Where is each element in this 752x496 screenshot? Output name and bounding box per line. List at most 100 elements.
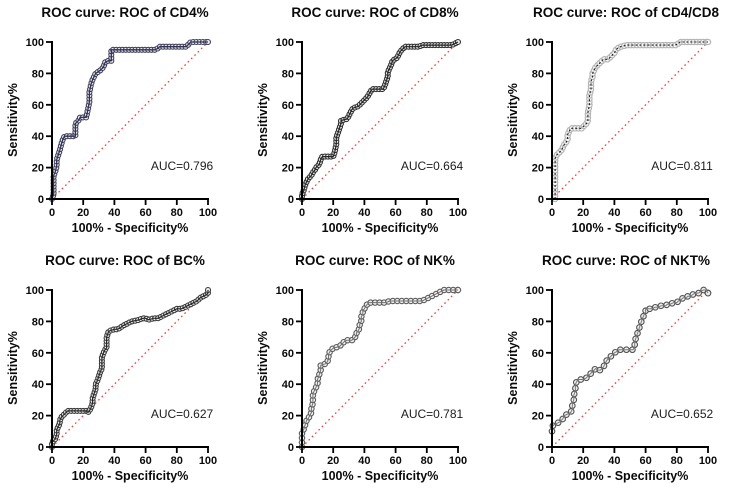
svg-text:0: 0 bbox=[549, 455, 555, 467]
svg-text:0: 0 bbox=[288, 194, 294, 206]
svg-text:60: 60 bbox=[32, 100, 44, 112]
chart-title: ROC curve: ROC of CD8% bbox=[291, 5, 459, 20]
svg-text:0: 0 bbox=[38, 194, 44, 206]
svg-text:20: 20 bbox=[32, 411, 44, 423]
x-axis-label: 100% - Specificity% bbox=[71, 221, 189, 235]
roc-panel-cd4-percent: ROC curve: ROC of CD4% Sensitivity% 0 20 4… bbox=[0, 0, 250, 248]
svg-text:80: 80 bbox=[532, 316, 544, 328]
svg-text:40: 40 bbox=[532, 379, 544, 391]
svg-text:80: 80 bbox=[32, 316, 44, 328]
svg-text:40: 40 bbox=[532, 131, 544, 143]
svg-text:60: 60 bbox=[32, 348, 44, 360]
auc-annotation: AUC=0.664 bbox=[400, 159, 464, 173]
svg-text:80: 80 bbox=[421, 207, 433, 219]
svg-text:100: 100 bbox=[276, 285, 294, 297]
roc-panel-cd8-percent: ROC curve: ROC of CD8% Sensitivity% 0 20 4… bbox=[250, 0, 500, 248]
auc-annotation: AUC=0.796 bbox=[150, 159, 214, 173]
svg-text:80: 80 bbox=[671, 207, 683, 219]
svg-text:80: 80 bbox=[421, 455, 433, 467]
svg-text:100: 100 bbox=[199, 455, 217, 467]
svg-text:40: 40 bbox=[608, 455, 620, 467]
auc-annotation: AUC=0.781 bbox=[400, 407, 464, 421]
svg-text:40: 40 bbox=[108, 207, 120, 219]
svg-text:0: 0 bbox=[49, 455, 55, 467]
svg-text:40: 40 bbox=[608, 207, 620, 219]
roc-plot-canvas: 0 20 40 60 80 100 0 20 40 60 80 100 bbox=[526, 285, 718, 467]
auc-annotation: AUC=0.627 bbox=[150, 407, 214, 421]
chart-title: ROC curve: ROC of NK% bbox=[295, 253, 455, 268]
svg-text:20: 20 bbox=[327, 455, 339, 467]
svg-text:80: 80 bbox=[671, 455, 683, 467]
svg-text:80: 80 bbox=[532, 68, 544, 80]
x-axis-label: 100% - Specificity% bbox=[321, 469, 439, 483]
svg-text:100: 100 bbox=[699, 207, 717, 219]
svg-text:60: 60 bbox=[639, 455, 651, 467]
x-axis-label: 100% - Specificity% bbox=[321, 221, 439, 235]
svg-text:40: 40 bbox=[358, 455, 370, 467]
svg-text:80: 80 bbox=[171, 455, 183, 467]
svg-text:40: 40 bbox=[32, 379, 44, 391]
auc-annotation: AUC=0.652 bbox=[650, 407, 714, 421]
svg-text:40: 40 bbox=[282, 379, 294, 391]
svg-text:60: 60 bbox=[532, 348, 544, 360]
svg-text:80: 80 bbox=[171, 207, 183, 219]
chart-title: ROC curve: ROC of CD4/CD8 bbox=[532, 5, 720, 20]
svg-text:0: 0 bbox=[49, 207, 55, 219]
svg-text:60: 60 bbox=[389, 455, 401, 467]
svg-text:0: 0 bbox=[538, 194, 544, 206]
svg-text:0: 0 bbox=[299, 207, 305, 219]
roc-panel-cd4-cd8-ratio: ROC curve: ROC of CD4/CD8 Sensitivity% 0… bbox=[500, 0, 752, 248]
roc-plot-canvas: 0 20 40 60 80 100 0 20 40 60 80 100 bbox=[526, 37, 718, 219]
svg-text:40: 40 bbox=[108, 455, 120, 467]
svg-text:20: 20 bbox=[532, 163, 544, 175]
svg-text:20: 20 bbox=[77, 455, 89, 467]
svg-text:100: 100 bbox=[199, 207, 217, 219]
svg-text:100: 100 bbox=[449, 455, 467, 467]
svg-text:40: 40 bbox=[358, 207, 370, 219]
svg-text:20: 20 bbox=[282, 411, 294, 423]
svg-text:60: 60 bbox=[389, 207, 401, 219]
roc-plot-canvas: 0 20 40 60 80 100 0 20 40 60 80 100 bbox=[26, 37, 218, 219]
svg-text:60: 60 bbox=[139, 207, 151, 219]
svg-text:100: 100 bbox=[26, 37, 44, 49]
svg-text:100: 100 bbox=[526, 285, 544, 297]
svg-text:40: 40 bbox=[32, 131, 44, 143]
x-axis-label: 100% - Specificity% bbox=[571, 469, 689, 483]
svg-text:20: 20 bbox=[77, 207, 89, 219]
roc-plot-canvas: 0 20 40 60 80 100 0 20 40 60 80 100 bbox=[26, 285, 218, 467]
roc-panel-nkt-percent: ROC curve: ROC of NKT% Sensitivity% 0 20 4… bbox=[500, 248, 752, 496]
svg-text:20: 20 bbox=[532, 411, 544, 423]
svg-text:80: 80 bbox=[282, 316, 294, 328]
svg-text:100: 100 bbox=[449, 207, 467, 219]
svg-text:100: 100 bbox=[276, 37, 294, 49]
svg-text:60: 60 bbox=[139, 455, 151, 467]
roc-panel-nk-percent: ROC curve: ROC of NK% Sensitivity% 0 20 40… bbox=[250, 248, 500, 496]
svg-text:80: 80 bbox=[32, 68, 44, 80]
auc-annotation: AUC=0.811 bbox=[651, 159, 713, 173]
svg-text:40: 40 bbox=[282, 131, 294, 143]
svg-text:100: 100 bbox=[699, 455, 717, 467]
svg-text:20: 20 bbox=[327, 207, 339, 219]
svg-text:100: 100 bbox=[26, 285, 44, 297]
x-axis-label: 100% - Specificity% bbox=[571, 221, 689, 235]
svg-text:0: 0 bbox=[299, 455, 305, 467]
svg-text:20: 20 bbox=[577, 207, 589, 219]
svg-text:20: 20 bbox=[577, 455, 589, 467]
svg-text:100: 100 bbox=[526, 37, 544, 49]
chart-title: ROC curve: ROC of BC% bbox=[45, 253, 205, 268]
svg-text:80: 80 bbox=[282, 68, 294, 80]
svg-text:60: 60 bbox=[639, 207, 651, 219]
roc-plot-canvas: 0 20 40 60 80 100 0 20 40 60 80 100 bbox=[276, 37, 468, 219]
svg-text:0: 0 bbox=[38, 442, 44, 454]
x-axis-label: 100% - Specificity% bbox=[71, 469, 189, 483]
svg-text:20: 20 bbox=[282, 163, 294, 175]
svg-text:60: 60 bbox=[282, 100, 294, 112]
roc-panel-bc-percent: ROC curve: ROC of BC% Sensitivity% 0 20 40… bbox=[0, 248, 250, 496]
svg-text:60: 60 bbox=[532, 100, 544, 112]
svg-text:20: 20 bbox=[32, 163, 44, 175]
svg-text:0: 0 bbox=[538, 442, 544, 454]
svg-text:0: 0 bbox=[549, 207, 555, 219]
svg-text:60: 60 bbox=[282, 348, 294, 360]
roc-plot-canvas: 0 20 40 60 80 100 0 20 40 60 80 100 bbox=[276, 285, 468, 467]
